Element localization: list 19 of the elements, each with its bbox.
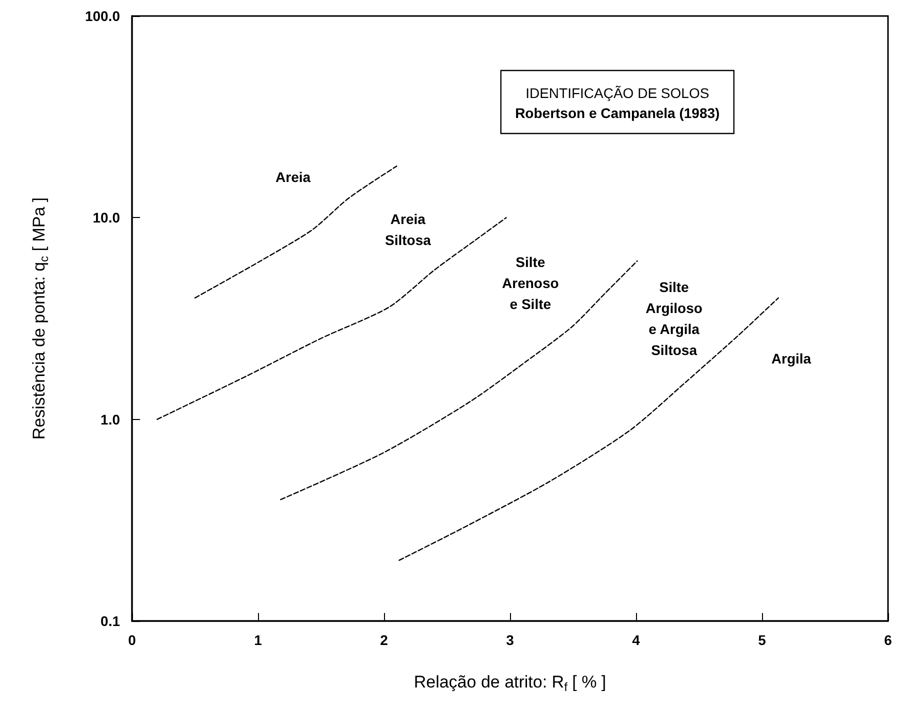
x-tick-label: 1 bbox=[254, 632, 262, 648]
annotation: Areia bbox=[276, 168, 311, 185]
x-tick-label: 2 bbox=[380, 632, 388, 648]
x-tick-label: 6 bbox=[884, 632, 892, 648]
x-tick-label: 0 bbox=[128, 632, 136, 648]
y-tick-label: 100.0 bbox=[84, 8, 120, 24]
y-tick-label: 1.0 bbox=[100, 411, 120, 428]
x-tick-label: 4 bbox=[632, 632, 640, 648]
annotation: Silte Arenoso e Silte bbox=[502, 254, 559, 312]
annotation: Argila bbox=[771, 350, 812, 366]
y-tick-label: 10.0 bbox=[92, 210, 120, 226]
text: IDENTIFICAÇÃO DE SOLOS bbox=[526, 85, 710, 101]
text: Robertson e Campanela (1983) bbox=[515, 105, 720, 121]
x-tick-label: 3 bbox=[506, 632, 514, 648]
x-tick-label: 5 bbox=[758, 632, 766, 648]
y-axis-title: Resistência de ponta: qc [ MPa ] bbox=[30, 197, 51, 440]
annotation: Silte Argiloso e Argila Siltosa bbox=[646, 279, 702, 358]
y-tick-label: 0.1 bbox=[100, 613, 120, 629]
annotation: Areia Siltosa bbox=[384, 211, 432, 248]
